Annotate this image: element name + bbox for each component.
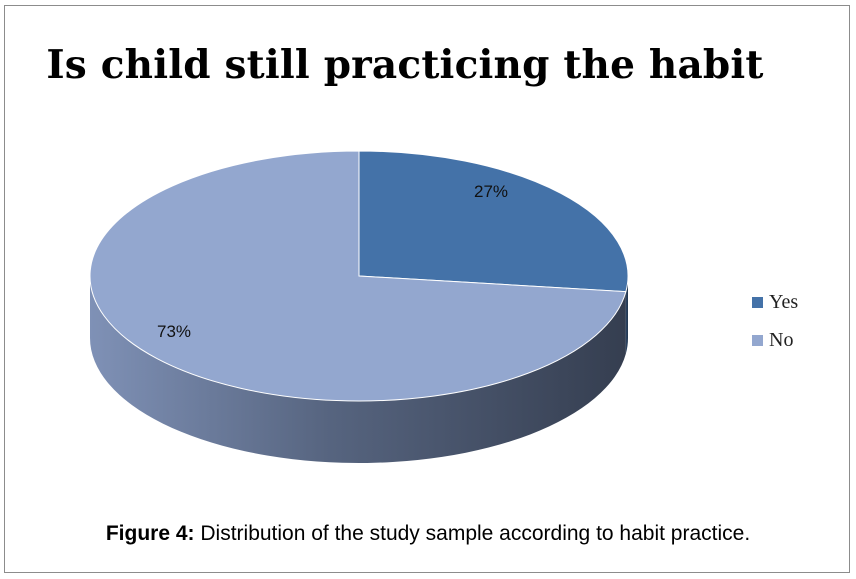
figure-caption: Figure 4: Distribution of the study samp… [0,522,856,546]
legend: Yes No [752,283,798,359]
pie-side-yes [625,276,628,354]
pie-side-no [90,276,626,463]
legend-label-no: No [769,328,794,351]
legend-swatch-yes [752,296,763,308]
legend-item-no: No [752,321,798,359]
figure-label: Figure 4: [105,522,195,545]
legend-label-yes: Yes [769,290,799,313]
legend-item-yes: Yes [752,283,798,321]
data-label-yes: 27% [474,182,508,201]
legend-swatch-no [752,334,763,346]
pie-slice-yes [358,150,629,293]
chart-title: Is child still practicing the habit [46,42,764,88]
caption-text: Distribution of the study sample accordi… [194,522,751,545]
data-label-no: 73% [157,322,191,341]
pie-slice-no [89,150,627,402]
